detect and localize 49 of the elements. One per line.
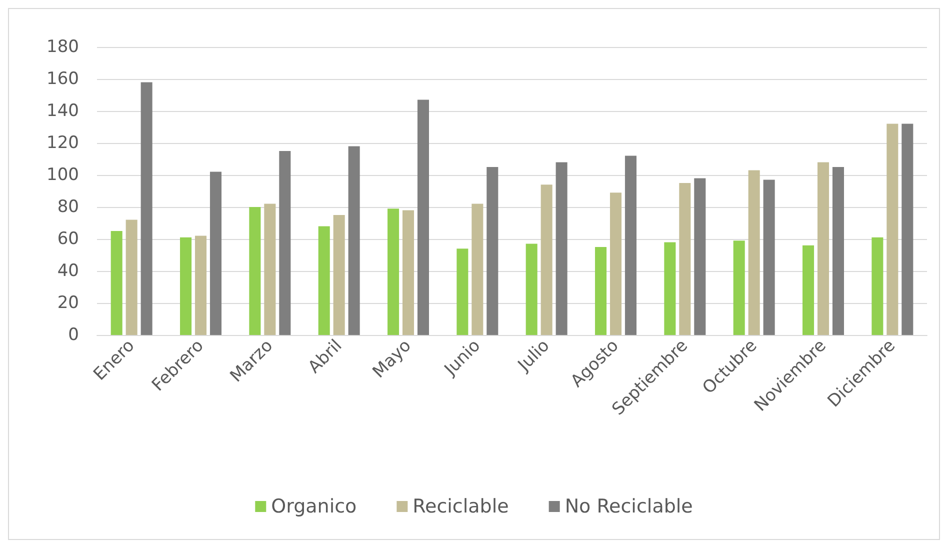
bar bbox=[126, 220, 138, 335]
y-tick-label: 140 bbox=[46, 101, 79, 121]
bar bbox=[763, 180, 775, 335]
bar bbox=[526, 244, 538, 335]
legend-label: Reciclable bbox=[412, 496, 509, 518]
y-tick-label: 0 bbox=[68, 325, 79, 345]
y-tick-label: 80 bbox=[57, 197, 79, 217]
bar bbox=[556, 162, 568, 335]
bar bbox=[872, 237, 884, 335]
y-tick-label: 100 bbox=[46, 165, 79, 185]
y-tick-label: 180 bbox=[46, 37, 79, 57]
bar bbox=[664, 242, 676, 335]
y-tick-label: 20 bbox=[57, 293, 79, 313]
bar bbox=[402, 210, 414, 335]
bar bbox=[595, 247, 607, 335]
bar bbox=[679, 183, 691, 335]
bar bbox=[733, 240, 745, 335]
bar bbox=[486, 167, 498, 335]
bar bbox=[886, 124, 898, 335]
bar bbox=[264, 204, 276, 335]
bar bbox=[748, 170, 760, 335]
bar bbox=[333, 215, 345, 335]
y-tick-label: 60 bbox=[57, 229, 79, 249]
y-tick-label: 160 bbox=[46, 69, 79, 89]
bar bbox=[802, 245, 814, 335]
legend-label: No Reciclable bbox=[564, 496, 693, 518]
bar bbox=[817, 162, 830, 335]
bar bbox=[210, 172, 222, 335]
bar bbox=[140, 82, 152, 335]
bar bbox=[417, 100, 429, 335]
bar bbox=[279, 151, 291, 335]
bar bbox=[318, 226, 330, 335]
bar bbox=[180, 237, 192, 335]
bar bbox=[348, 146, 360, 335]
bar bbox=[694, 178, 706, 335]
bar bbox=[624, 156, 636, 335]
legend-label: Organico bbox=[271, 496, 357, 518]
bar bbox=[249, 207, 261, 335]
bar bbox=[472, 204, 484, 335]
bar bbox=[902, 124, 914, 335]
bar bbox=[194, 236, 207, 335]
bar bbox=[388, 208, 400, 335]
y-tick-label: 120 bbox=[46, 133, 79, 153]
bar bbox=[110, 231, 122, 335]
bar bbox=[456, 248, 468, 335]
bar bbox=[540, 184, 552, 335]
y-tick-label: 40 bbox=[57, 261, 79, 281]
bar bbox=[832, 167, 844, 335]
bar bbox=[610, 192, 622, 335]
